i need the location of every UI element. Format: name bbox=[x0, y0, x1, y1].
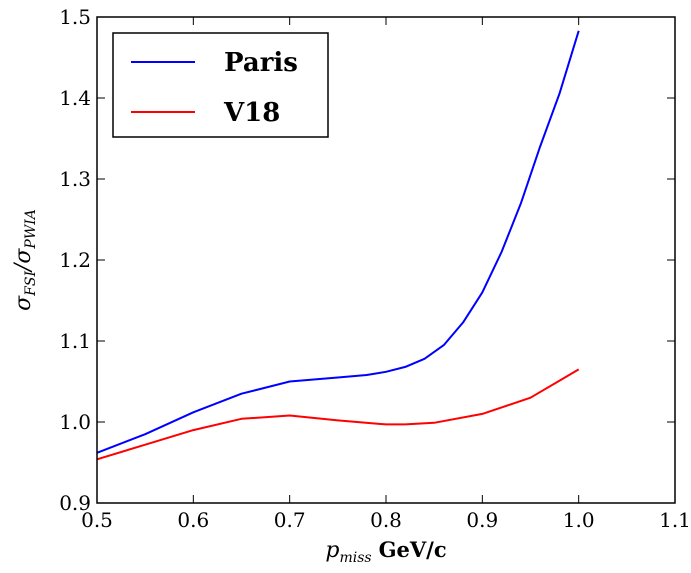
y-tick-label: 1.4 bbox=[59, 86, 91, 110]
x-tick-label: 1.0 bbox=[563, 508, 595, 532]
legend-label-paris: Paris bbox=[224, 48, 298, 78]
tick-layer: 0.5 0.6 0.7 0.8 0.9 1.0 1.1 0.9 1.0 1.1 1.2 1.3 1.4 1… bbox=[59, 5, 691, 532]
x-tick-label: 0.9 bbox=[466, 508, 498, 532]
y-tick-label: 1.1 bbox=[59, 329, 91, 353]
y-tick-label: 1.5 bbox=[59, 5, 91, 29]
legend-label-v18: V18 bbox=[223, 98, 280, 128]
y-tick-label: 1.3 bbox=[59, 167, 91, 191]
series-line-paris bbox=[96, 30, 580, 454]
x-tick-label: 0.5 bbox=[81, 508, 113, 532]
x-tick-label: 0.7 bbox=[274, 508, 306, 532]
legend-box bbox=[112, 32, 329, 138]
plot-frame bbox=[96, 16, 676, 504]
x-tick-label: 0.6 bbox=[177, 508, 209, 532]
legend: Paris V18 bbox=[112, 32, 329, 138]
y-axis-label: σFSI/σPWIA bbox=[11, 209, 39, 311]
x-tick-label: 1.1 bbox=[659, 508, 691, 532]
x-tick-label: 0.8 bbox=[370, 508, 402, 532]
y-tick-label: 1.0 bbox=[59, 410, 91, 434]
x-axis-label: pmiss GeV/c bbox=[325, 537, 446, 566]
series-layer bbox=[96, 30, 580, 461]
series-line-v18 bbox=[96, 368, 580, 461]
y-tick-label: 0.9 bbox=[59, 491, 91, 515]
y-tick-label: 1.2 bbox=[59, 248, 91, 272]
